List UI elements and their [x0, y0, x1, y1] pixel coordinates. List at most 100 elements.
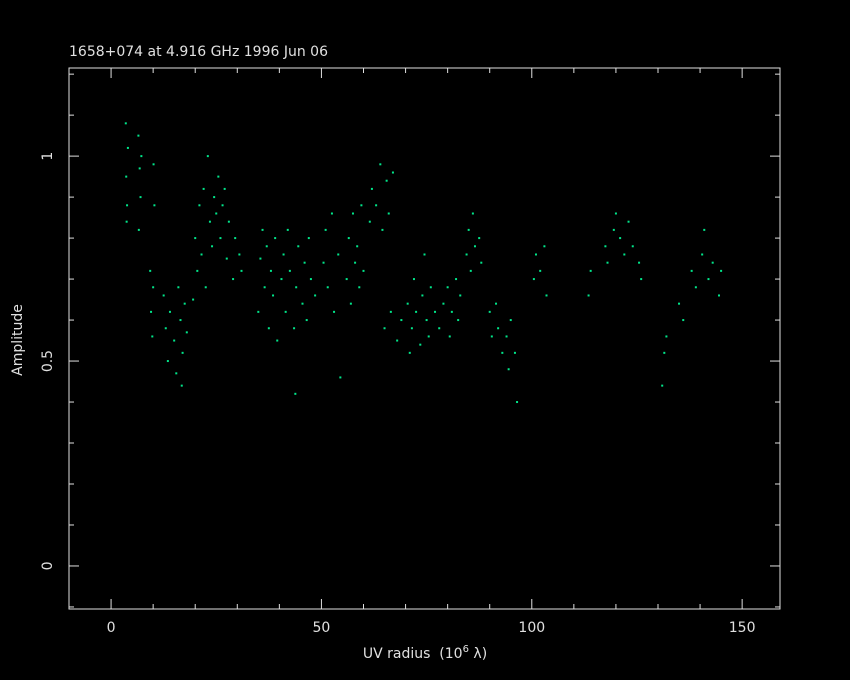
point [185, 331, 188, 334]
point [180, 384, 183, 387]
point [215, 212, 218, 215]
point [368, 220, 371, 223]
point [173, 339, 176, 342]
point [164, 327, 167, 330]
point [467, 228, 470, 231]
point [284, 310, 287, 313]
point [707, 278, 710, 281]
point [516, 401, 519, 404]
point [408, 351, 411, 354]
point [152, 163, 155, 166]
point [495, 302, 498, 305]
point [151, 335, 154, 338]
point [282, 253, 285, 256]
x-tick-label: 50 [313, 620, 331, 636]
point [385, 179, 388, 182]
point [389, 310, 392, 313]
point [661, 384, 664, 387]
point [446, 286, 449, 289]
point [663, 351, 666, 354]
point [423, 253, 426, 256]
point [387, 212, 390, 215]
point [208, 220, 211, 223]
point [383, 327, 386, 330]
point [473, 245, 476, 248]
x-tick-label: 100 [518, 620, 545, 636]
point [501, 351, 504, 354]
point [425, 319, 428, 322]
point [234, 237, 237, 240]
point [339, 376, 342, 379]
point [539, 269, 542, 272]
point [490, 335, 493, 338]
point [497, 327, 500, 330]
point [206, 155, 209, 158]
point [488, 310, 491, 313]
point [509, 319, 512, 322]
point [337, 253, 340, 256]
point [349, 302, 352, 305]
point [612, 228, 615, 231]
point [478, 237, 481, 240]
point [137, 134, 140, 137]
point [293, 327, 296, 330]
point [267, 327, 270, 330]
point [720, 269, 723, 272]
point [232, 278, 235, 281]
point [701, 253, 704, 256]
point [137, 228, 140, 231]
point [631, 245, 634, 248]
point [221, 204, 224, 207]
point [358, 286, 361, 289]
point [125, 220, 128, 223]
point [391, 171, 394, 174]
point [513, 351, 516, 354]
point [305, 319, 308, 322]
point [301, 302, 304, 305]
point [362, 269, 365, 272]
point [606, 261, 609, 264]
point [200, 253, 203, 256]
point [421, 294, 424, 297]
point [682, 319, 685, 322]
point [126, 204, 129, 207]
point [623, 253, 626, 256]
point [314, 294, 317, 297]
point [438, 327, 441, 330]
point [259, 257, 262, 260]
point [356, 245, 359, 248]
point [124, 122, 127, 125]
plot-frame [68, 67, 781, 610]
point [257, 310, 260, 313]
point [286, 228, 289, 231]
point [505, 335, 508, 338]
point [429, 286, 432, 289]
point [198, 204, 201, 207]
x-label-unit: λ) [469, 646, 487, 662]
point [294, 392, 297, 395]
point [183, 302, 186, 305]
point [192, 298, 195, 301]
point [204, 286, 207, 289]
point [140, 155, 143, 158]
x-label-exponent: 6 [463, 644, 469, 655]
chart-title: 1658+074 at 4.916 GHz 1996 Jun 06 [69, 44, 328, 60]
point [322, 261, 325, 264]
x-label-text: UV radius (10 [363, 646, 463, 662]
point [457, 319, 460, 322]
point [240, 269, 243, 272]
point [238, 253, 241, 256]
point [455, 278, 458, 281]
point [177, 286, 180, 289]
point [450, 310, 453, 313]
point [280, 278, 283, 281]
point [330, 212, 333, 215]
point [711, 261, 714, 264]
point [139, 196, 142, 199]
point [272, 294, 275, 297]
point [507, 368, 510, 371]
y-axis-label: Amplitude [10, 304, 26, 376]
point [370, 187, 373, 190]
